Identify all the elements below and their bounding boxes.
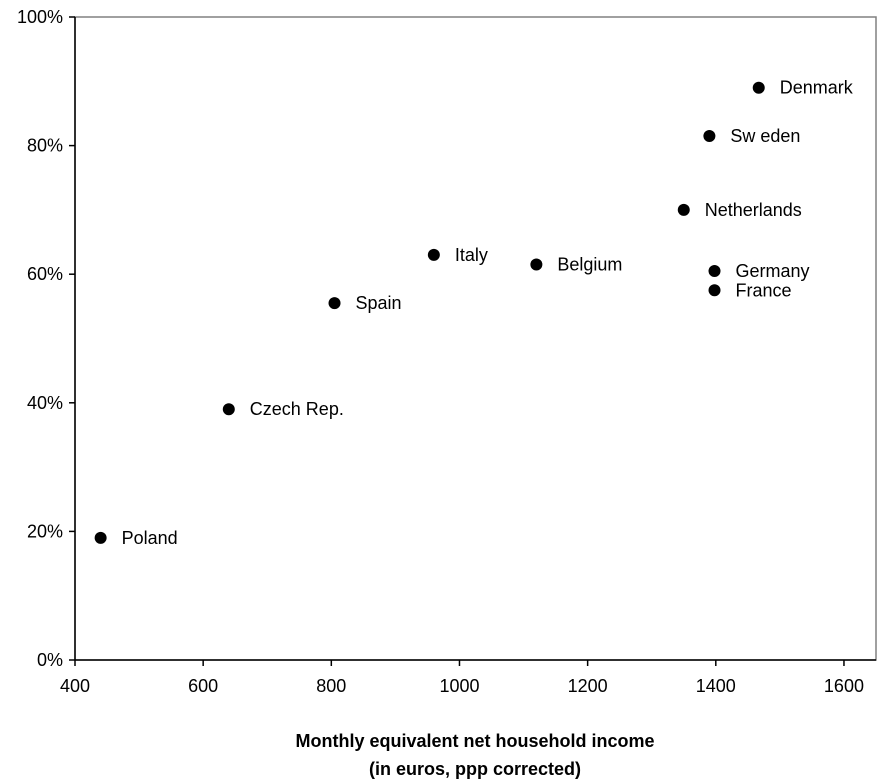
- data-point: [703, 129, 716, 142]
- y-tick-label: 60%: [27, 264, 63, 284]
- x-tick-label: 400: [60, 676, 90, 696]
- data-point: [677, 203, 690, 216]
- x-tick-label: 800: [316, 676, 346, 696]
- data-point-label: Netherlands: [705, 200, 802, 220]
- data-point: [752, 81, 765, 94]
- y-tick-label: 20%: [27, 521, 63, 541]
- data-point: [94, 531, 107, 544]
- data-point: [530, 258, 543, 271]
- data-point: [222, 403, 235, 416]
- x-tick-label: 1400: [696, 676, 736, 696]
- y-axis-ticks: 0% 20% 40% 60% 80% 100%: [17, 7, 75, 670]
- data-point-label: Poland: [122, 528, 178, 548]
- data-point: [708, 284, 721, 297]
- data-point-label: Spain: [356, 293, 402, 313]
- data-point: [427, 248, 440, 261]
- data-point-label: Belgium: [557, 255, 622, 275]
- y-tick-label: 40%: [27, 393, 63, 413]
- y-tick-label: 100%: [17, 7, 63, 27]
- data-point: [708, 264, 721, 277]
- x-axis-title-line-1: Monthly equivalent net household income: [295, 731, 654, 751]
- x-axis-ticks: 400 600 800 1000 1200 1400 1600: [60, 660, 864, 696]
- plot-area: [74, 16, 877, 661]
- y-tick-label: 0%: [37, 650, 63, 670]
- data-point-label: Denmark: [780, 78, 854, 98]
- data-point: [328, 297, 341, 310]
- data-points: Poland Czech Rep. Spain Italy Belgium Netherl…: [94, 78, 854, 548]
- data-point-label: Czech Rep.: [250, 399, 344, 419]
- data-point-label: Germany: [736, 261, 810, 281]
- x-tick-label: 600: [188, 676, 218, 696]
- y-tick-label: 80%: [27, 136, 63, 156]
- data-point-label: Italy: [455, 245, 488, 265]
- data-point-label: France: [736, 280, 792, 300]
- x-tick-label: 1000: [439, 676, 479, 696]
- x-tick-label: 1600: [824, 676, 864, 696]
- x-tick-label: 1200: [568, 676, 608, 696]
- data-point-label: Sw eden: [730, 126, 800, 146]
- x-axis-title-line-2: (in euros, ppp corrected): [369, 759, 581, 779]
